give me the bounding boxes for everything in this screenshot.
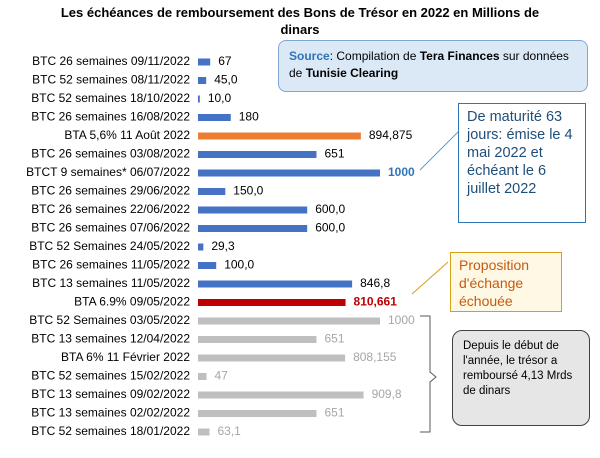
value-label: 47 <box>215 369 229 383</box>
value-label: 1000 <box>388 313 415 327</box>
category-label: BTC 26 semaines 09/11/2022 <box>32 54 190 68</box>
category-label: BTC 13 semaines 12/04/2022 <box>31 332 190 346</box>
bar <box>198 428 210 436</box>
category-label: BTC 13 semaines 02/02/2022 <box>31 406 190 420</box>
category-label: BTC 52 semaines 18/10/2022 <box>31 91 190 105</box>
connector <box>419 131 459 171</box>
source-text: Tera Finances <box>419 49 500 63</box>
bar <box>198 132 361 140</box>
value-label: 180 <box>239 110 259 124</box>
value-label: 67 <box>218 54 232 68</box>
category-label: BTC 26 semaines 11/05/2022 <box>32 258 190 272</box>
annotation-box: De maturité 63 jours: émise le 4 mai 202… <box>458 103 586 223</box>
category-label: BTC 26 semaines 03/08/2022 <box>31 147 190 161</box>
source-text: : Compilation de <box>329 49 420 63</box>
category-label: BTC 52 Semaines 03/05/2022 <box>29 313 190 327</box>
bar <box>198 391 364 399</box>
bar <box>198 58 211 66</box>
value-label: 651 <box>324 147 344 161</box>
bar <box>198 77 207 84</box>
category-label: BTC 13 semaines 11/05/2022 <box>32 276 190 290</box>
category-label: BTC 26 semaines 29/06/2022 <box>31 184 190 198</box>
value-label: 894,875 <box>369 128 413 142</box>
bar <box>198 169 380 177</box>
bar <box>198 280 353 288</box>
bar <box>198 95 200 103</box>
category-label: BTC 26 semaines 22/06/2022 <box>31 202 190 216</box>
value-label: 808,155 <box>353 350 397 364</box>
source-box: Source: Compilation de Tera Finances sur… <box>278 40 588 92</box>
value-label: 810,661 <box>354 295 398 309</box>
value-label: 651 <box>324 332 344 346</box>
value-label: 846,8 <box>360 276 390 290</box>
category-label: BTC 52 semaines 18/01/2022 <box>31 424 190 438</box>
value-label: 150,0 <box>233 184 263 198</box>
annotation-box: Proposition d'échange échouée <box>450 252 562 312</box>
category-label: BTC 52 Semaines 24/05/2022 <box>29 239 190 253</box>
category-label: BTA 6% 11 Février 2022 <box>61 350 190 364</box>
bar <box>198 262 217 269</box>
value-label: 10,0 <box>208 91 232 105</box>
connector <box>411 261 449 295</box>
annotation-box: Depuis le début de l'année, le trésor a … <box>452 330 590 426</box>
source-text: sur données de <box>289 49 569 80</box>
bar <box>198 151 317 158</box>
value-label: 100,0 <box>224 258 254 272</box>
bar <box>198 299 346 306</box>
bar <box>198 354 346 362</box>
category-label: BTA 5,6% 11 Août 2022 <box>64 128 190 142</box>
bar <box>198 373 207 380</box>
bar <box>198 317 380 325</box>
category-label: BTC 26 semaines 07/06/2022 <box>31 221 190 235</box>
bar <box>198 336 317 343</box>
source-text: Tunisie Clearing <box>305 66 399 80</box>
value-label: 63,1 <box>217 424 241 438</box>
category-label: BTA 6.9% 09/05/2022 <box>74 295 190 309</box>
bar <box>198 410 317 417</box>
value-label: 909,8 <box>372 387 402 401</box>
bar <box>198 225 308 232</box>
category-label: BTC 13 semaines 09/02/2022 <box>31 387 190 401</box>
value-label: 600,0 <box>315 221 345 235</box>
category-label: BTC 26 semaines 16/08/2022 <box>31 110 190 124</box>
value-label: 1000 <box>388 165 415 179</box>
chart-title: Les échéances de remboursement des Bons … <box>60 5 540 37</box>
bracket <box>420 315 437 433</box>
value-label: 45,0 <box>214 73 238 87</box>
category-label: BTC 52 semaines 15/02/2022 <box>31 369 190 383</box>
category-label: BTC 52 semaines 08/11/2022 <box>32 73 190 87</box>
bar <box>198 243 204 251</box>
value-label: 600,0 <box>315 202 345 216</box>
source-text: Source <box>289 49 330 63</box>
category-label: BTCT 9 semaines* 06/07/2022 <box>26 165 190 179</box>
bar <box>198 206 308 214</box>
bar <box>198 188 226 195</box>
value-label: 651 <box>324 406 344 420</box>
value-label: 29,3 <box>211 239 235 253</box>
bar <box>198 114 231 121</box>
